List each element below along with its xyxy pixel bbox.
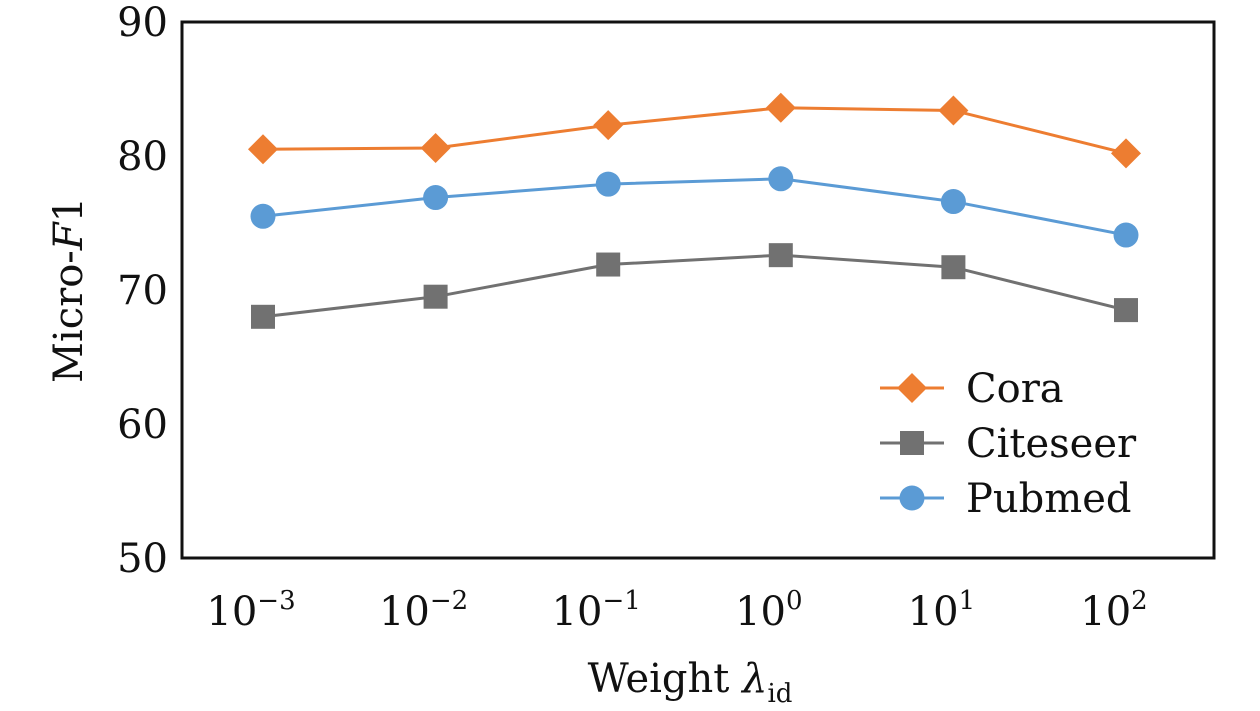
data-point-cora-5 (1111, 138, 1141, 169)
data-point-citeseer-3 (768, 243, 793, 268)
data-point-pubmed-1 (423, 185, 449, 211)
data-point-citeseer-2 (596, 252, 621, 277)
y-axis-title: Micro-F1 (46, 197, 92, 383)
data-point-citeseer-0 (251, 304, 275, 329)
legend-entry-citeseer: Citeseer (880, 421, 1137, 467)
y-axis-ticks: 50 60 70 80 90 (117, 0, 168, 582)
x-tick-label-0: 10−3 (206, 586, 295, 635)
x-tick-label-5: 102 (1080, 586, 1147, 635)
data-point-cora-4 (938, 95, 969, 126)
data-point-cora-2 (593, 110, 624, 141)
y-tick-label-90: 90 (117, 0, 168, 46)
legend-label-pubmed: Pubmed (966, 476, 1132, 522)
y-tick-label-70: 70 (117, 268, 168, 314)
data-point-pubmed-2 (595, 171, 621, 197)
series-line-cora (262, 106, 1127, 155)
y-tick-label-80: 80 (117, 134, 168, 180)
legend-label-cora: Cora (966, 366, 1064, 412)
x-axis-ticks: 10−3 10−2 10−1 100 101 102 (206, 586, 1147, 635)
data-point-cora-0 (248, 134, 278, 165)
legend-entry-cora: Cora (880, 366, 1064, 412)
data-point-pubmed-3 (768, 166, 794, 192)
y-tick-label-60: 60 (117, 402, 168, 448)
series-line-citeseer (262, 253, 1127, 319)
y-tick-label-50: 50 (117, 536, 168, 582)
x-tick-label-3: 100 (735, 586, 802, 635)
data-point-cora-1 (420, 132, 451, 163)
legend-entry-pubmed: Pubmed (880, 476, 1132, 522)
series-cora (248, 92, 1141, 169)
x-tick-label-1: 10−2 (379, 586, 468, 635)
data-point-citeseer-1 (423, 284, 448, 309)
x-tick-label-4: 101 (908, 586, 975, 635)
legend-marker-citeseer (900, 431, 924, 455)
legend-label-citeseer: Citeseer (966, 421, 1137, 467)
series-pubmed (250, 166, 1139, 248)
data-point-citeseer-4 (941, 255, 966, 280)
legend: Cora Citeseer Pubmed (880, 366, 1137, 522)
legend-marker-cora (897, 373, 927, 403)
data-point-cora-3 (765, 92, 796, 123)
legend-marker-pubmed (899, 485, 925, 511)
data-point-pubmed-5 (1113, 222, 1139, 248)
x-tick-label-2: 10−1 (552, 586, 641, 635)
data-point-citeseer-5 (1114, 298, 1138, 323)
series-layer (248, 92, 1141, 329)
series-line-pubmed (262, 177, 1127, 237)
series-citeseer (251, 243, 1138, 329)
data-point-pubmed-4 (940, 189, 966, 215)
data-point-pubmed-0 (250, 203, 276, 229)
x-axis-title: Weight λid (588, 656, 793, 709)
